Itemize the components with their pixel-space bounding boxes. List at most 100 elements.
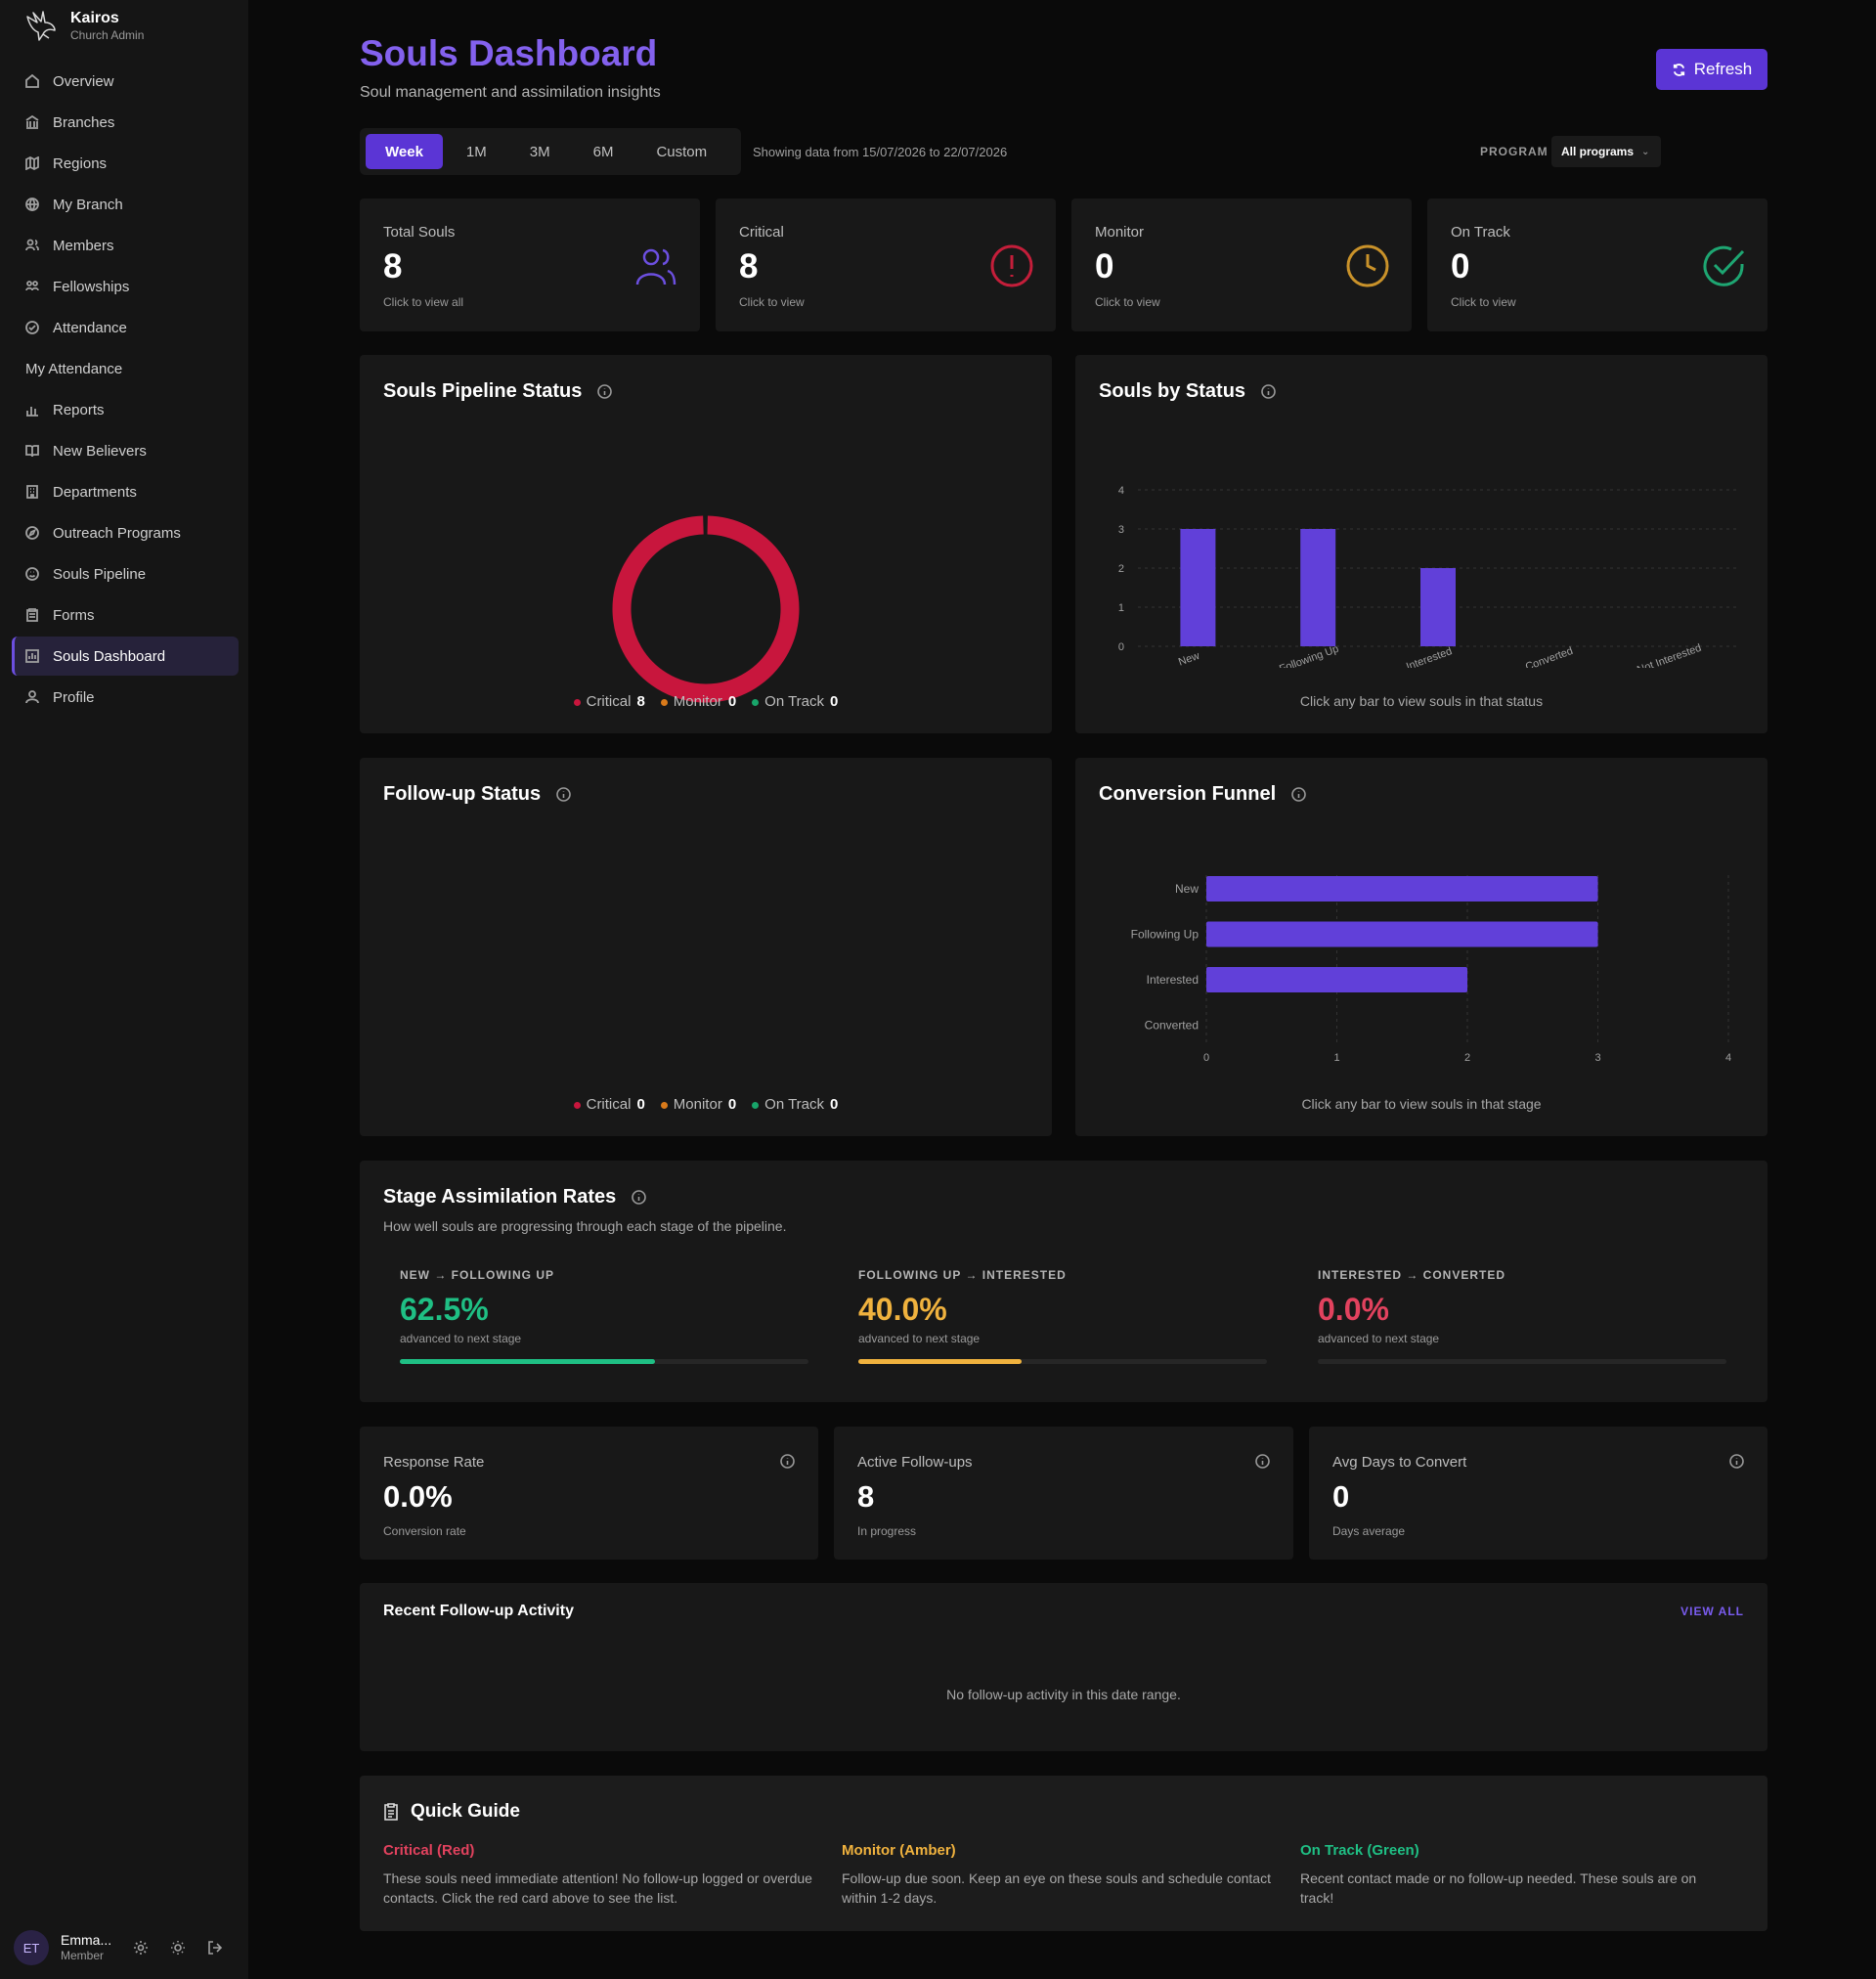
sidebar-item-departments[interactable]: Departments xyxy=(12,472,239,511)
user-footer: ET Emma... Member xyxy=(14,1928,239,1967)
sidebar-item-branches[interactable]: Branches xyxy=(12,103,239,142)
panel-title: Souls by Status xyxy=(1099,380,1276,403)
sidebar-item-forms[interactable]: Forms xyxy=(12,595,239,635)
chevron-down-icon: ⌄ xyxy=(1641,146,1650,157)
info-icon[interactable] xyxy=(1255,1454,1270,1469)
guide-text: Recent contact made or no follow-up need… xyxy=(1300,1870,1697,1906)
users-icon xyxy=(25,239,39,251)
sidebar-item-profile[interactable]: Profile xyxy=(12,678,239,717)
sidebar-item-reports[interactable]: Reports xyxy=(12,390,239,429)
stat-hint: Click to view xyxy=(1095,295,1160,309)
sidebar-item-my-attendance[interactable]: My Attendance xyxy=(12,349,239,388)
bar-new[interactable] xyxy=(1180,529,1216,646)
info-icon[interactable] xyxy=(597,384,613,399)
stat-card-critical[interactable]: Critical 8 Click to view xyxy=(716,198,1056,331)
sidebar-item-label: Branches xyxy=(53,113,115,131)
sidebar-item-attendance[interactable]: Attendance xyxy=(12,308,239,347)
legend-item-monitor[interactable]: Monitor 0 xyxy=(660,1096,736,1113)
stat-card-monitor[interactable]: Monitor 0 Click to view xyxy=(1071,198,1412,331)
program-select-value: All programs xyxy=(1561,145,1635,158)
guide-text: Follow-up due soon. Keep an eye on these… xyxy=(842,1870,1271,1906)
rate-progress-track xyxy=(1318,1359,1726,1364)
legend-item-on-track[interactable]: On Track 0 xyxy=(752,693,838,710)
info-icon[interactable] xyxy=(556,787,571,802)
y-tick-label: 4 xyxy=(1118,485,1124,497)
sidebar-item-souls-dashboard[interactable]: Souls Dashboard xyxy=(12,637,239,676)
stat-label: Critical xyxy=(739,224,784,241)
assimilation-subtitle: How well souls are progressing through e… xyxy=(383,1218,787,1234)
conversion-funnel-chart: 0 1 2 3 4 New Following Up Interested Converted xyxy=(1131,875,1731,1064)
stat-card-on-track[interactable]: On Track 0 Click to view xyxy=(1427,198,1767,331)
landmark-icon xyxy=(25,115,39,129)
legend-item-critical[interactable]: Critical 0 xyxy=(573,1096,645,1113)
tab-3m[interactable]: 3M xyxy=(529,143,550,160)
rate-hint: advanced to next stage xyxy=(1318,1332,1440,1345)
funnel-bar-interested[interactable] xyxy=(1206,967,1467,992)
sidebar-item-label: New Believers xyxy=(53,442,147,460)
rate-label: INTERESTED → CONVERTED xyxy=(1318,1268,1506,1282)
guide-head: On Track (Green) xyxy=(1300,1842,1419,1859)
clipboard-icon xyxy=(26,608,38,622)
gear-icon[interactable] xyxy=(133,1940,149,1956)
refresh-label: Refresh xyxy=(1693,60,1753,78)
users-icon xyxy=(635,248,676,286)
pipeline-status-panel: Souls Pipeline Status Critical 8 Monitor 0… xyxy=(360,355,1052,733)
bar-chart-icon xyxy=(26,407,38,417)
metric-hint: Conversion rate xyxy=(383,1524,466,1538)
x-tick-label: New xyxy=(1177,650,1201,668)
user-info[interactable]: Emma... Member xyxy=(61,1932,111,1963)
guide-item-on-track: On Track (Green) Recent contact made or … xyxy=(1300,1842,1730,1908)
followup-status-panel: Follow-up Status Critical 0 Monitor 0 On T… xyxy=(360,758,1052,1136)
sidebar-item-label: Forms xyxy=(53,606,95,624)
funnel-bar-new[interactable] xyxy=(1206,876,1598,902)
avatar[interactable]: ET xyxy=(14,1930,49,1965)
sidebar-item-regions[interactable]: Regions xyxy=(12,144,239,183)
stat-card-total-souls[interactable]: Total Souls 8 Click to view all xyxy=(360,198,700,331)
sidebar-item-members[interactable]: Members xyxy=(12,226,239,265)
sun-icon[interactable] xyxy=(170,1940,186,1956)
guide-item-monitor: Monitor (Amber) Follow-up due soon. Keep… xyxy=(842,1842,1272,1908)
program-select[interactable]: All programs ⌄ xyxy=(1551,136,1661,167)
home-icon xyxy=(25,74,39,88)
funnel-bar-following-up[interactable] xyxy=(1206,921,1598,947)
tab-6m[interactable]: 6M xyxy=(592,143,614,160)
donut-slice-critical[interactable] xyxy=(612,515,800,703)
sidebar-item-overview[interactable]: Overview xyxy=(12,62,239,101)
tab-week[interactable]: Week xyxy=(366,134,443,169)
tab-1m[interactable]: 1M xyxy=(465,143,487,160)
legend-item-critical[interactable]: Critical 8 xyxy=(573,693,645,710)
info-icon[interactable] xyxy=(1261,384,1276,399)
sidebar-item-my-branch[interactable]: My Branch xyxy=(12,185,239,224)
stat-value: 8 xyxy=(383,247,403,286)
y-tick-label: Following Up xyxy=(1131,928,1200,942)
legend-item-on-track[interactable]: On Track 0 xyxy=(752,1096,838,1113)
sidebar-item-souls-pipeline[interactable]: Souls Pipeline xyxy=(12,554,239,594)
sidebar-item-outreach-programs[interactable]: Outreach Programs xyxy=(12,513,239,552)
y-tick-label: 3 xyxy=(1118,524,1124,536)
info-icon[interactable] xyxy=(1291,787,1306,802)
metric-label: Active Follow-ups xyxy=(857,1454,973,1471)
info-icon[interactable] xyxy=(780,1454,795,1469)
guide-text: These souls need immediate attention! No… xyxy=(383,1870,812,1906)
refresh-button[interactable]: Refresh xyxy=(1656,49,1767,90)
alert-circle-icon xyxy=(990,244,1033,287)
legend-item-monitor[interactable]: Monitor 0 xyxy=(660,693,736,710)
info-icon[interactable] xyxy=(632,1190,647,1205)
bar-following-up[interactable] xyxy=(1300,529,1336,646)
x-tick-label: Interested xyxy=(1405,645,1454,668)
brand[interactable]: Kairos Church Admin xyxy=(23,6,144,47)
sidebar-item-new-believers[interactable]: New Believers xyxy=(12,431,239,470)
sidebar-item-fellowships[interactable]: Fellowships xyxy=(12,267,239,306)
info-icon[interactable] xyxy=(1729,1454,1744,1469)
rate-value: 40.0% xyxy=(858,1292,947,1327)
quick-guide-panel: Quick Guide Critical (Red) These souls n… xyxy=(360,1776,1767,1931)
user-name: Emma... xyxy=(61,1932,112,1948)
panel-title: Stage Assimilation Rates xyxy=(383,1186,647,1209)
tab-custom[interactable]: Custom xyxy=(656,143,708,160)
logout-icon[interactable] xyxy=(207,1940,223,1956)
bar-interested[interactable] xyxy=(1420,568,1456,646)
group-icon xyxy=(25,281,39,291)
rate-progress-track xyxy=(858,1359,1267,1364)
y-tick-label: Converted xyxy=(1145,1019,1199,1033)
view-all-link[interactable]: VIEW ALL xyxy=(1680,1605,1744,1618)
